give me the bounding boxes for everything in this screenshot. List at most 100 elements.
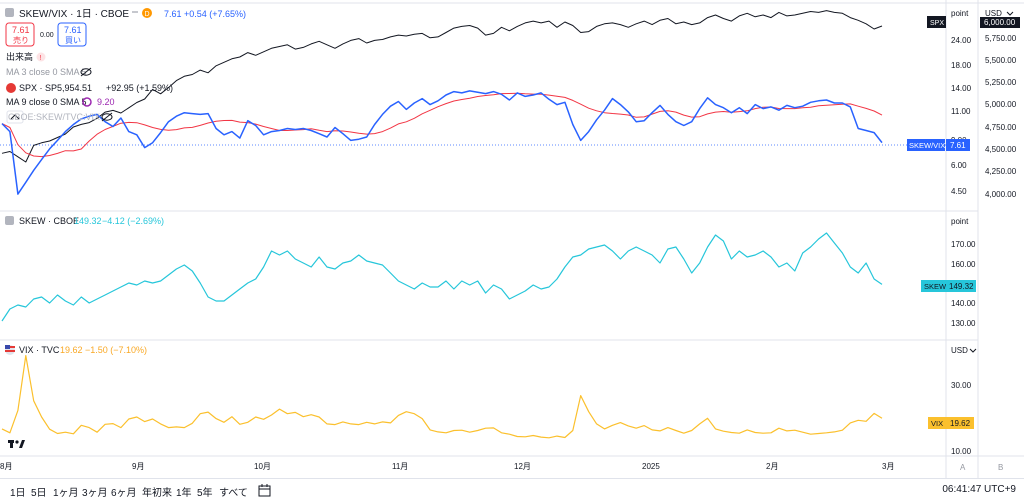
calendar-goto-icon[interactable] [257,483,273,499]
time-label: 9月 [132,462,144,471]
skewvix-tag-label: SKEW/VIX [909,141,945,150]
buy-button[interactable]: 7.61 買い [57,22,87,47]
pane2-scale[interactable]: point 170.00 160.00 140.00 130.00 [951,217,976,328]
currency-selector[interactable]: USD [985,9,1002,18]
skewvix-overlay-label[interactable]: CBOE:SKEW/TVC:VIX [8,112,100,122]
vix-price-tag: VIX 19.62 [928,417,974,429]
skew-line [1,232,883,322]
ma3-indicator-label[interactable]: MA 3 close 0 SMA 5 [6,67,87,77]
eye-hidden-icon-2[interactable] [101,112,113,122]
vix-line [1,355,883,439]
left-tick: 24.00 [951,36,972,45]
market-status-icon[interactable] [142,8,152,18]
range-1d[interactable]: 1日 [10,488,26,499]
spx-tag-label: SPX [930,20,944,27]
vix-value: 19.62 [60,345,83,355]
skew-tick: 130.00 [951,319,976,328]
time-label: 12月 [514,462,531,471]
range-5d[interactable]: 5日 [31,488,47,499]
time-label: 10月 [254,462,271,471]
right-tick: 4,000.00 [985,190,1017,199]
pane1-right-scale[interactable]: USD 5,750.00 5,500.00 5,250.00 5,000.00 … [985,9,1017,199]
collapse-legend-button[interactable] [6,110,24,124]
right-tick: 4,500.00 [985,145,1017,154]
svg-text:!: ! [40,55,42,62]
spread-value: 0.00 [40,32,54,39]
us-flag-icon [5,345,15,355]
sell-button[interactable]: 7.61 売り [5,22,35,47]
time-label: 2月 [766,462,778,471]
left-tick: 18.00 [951,61,972,70]
right-tick: 4,250.00 [985,167,1017,176]
time-label: 11月 [392,462,408,471]
range-all[interactable]: すべて [219,488,248,499]
skew-logo-icon [5,216,14,225]
spx-line [1,10,883,163]
range-ytd[interactable]: 年初来 [142,488,172,499]
bottom-toolbar: 1日 5日 1ヶ月 3ヶ月 6ヶ月 年初来 1年 5年 すべて 06:41:47… [0,478,1024,504]
skew-symbol-label[interactable]: SKEW · CBOE [19,216,79,226]
sell-label: 売り [13,35,29,45]
chevron-down-icon [1006,11,1014,16]
spx-price-tag: SPX 6,000.00 [927,16,1020,28]
vix-tick: 30.00 [951,381,972,390]
skew-price-tag: SKEW 149.32 [921,280,976,292]
warning-icon[interactable] [36,52,46,62]
left-tick: 11.00 [951,107,971,116]
pane1-scale-header: point [951,9,969,18]
range-3m[interactable]: 3ヶ月 [82,488,108,499]
pane3-scale[interactable]: USD 30.00 10.00 [951,346,977,456]
spx-value: 5,954.51 [57,83,92,93]
market-status-label: D [145,11,150,18]
skew-tick: 160.00 [951,260,976,269]
left-tick: 4.50 [951,187,967,196]
main-quote-change: +0.54 (+7.65%) [184,9,246,19]
time-axis[interactable]: 8月 9月 10月 11月 12月 2025 2月 3月 A B [0,462,1003,472]
symbol-logo-icon [5,8,14,17]
spx-symbol-label[interactable]: SPX · SP [19,83,57,93]
right-tick: 5,500.00 [985,56,1017,65]
skew-tick: 140.00 [951,299,976,308]
volume-indicator-label[interactable]: 出来高 [6,51,33,62]
eye-hidden-icon[interactable] [80,67,92,77]
buy-label: 買い [65,36,81,45]
skew-tag-label: SKEW [924,282,947,291]
vix-tag-label: VIX [931,419,943,428]
skew-tag-value: 149.32 [949,282,974,291]
vix-currency-selector[interactable]: USD [951,346,968,355]
range-1y[interactable]: 1年 [176,488,192,499]
spx-current-tick: 6,000.00 [984,18,1016,27]
tradingview-logo[interactable] [8,440,25,448]
time-label: 8月 [0,462,12,471]
range-1m[interactable]: 1ヶ月 [53,488,79,499]
ma9-indicator-label[interactable]: MA 9 close 0 SMA 5 [6,97,87,107]
sell-price: 7.61 [12,25,30,35]
skewvix-price-tag: SKEW/VIX 7.61 [907,139,970,151]
right-tick: 5,000.00 [985,100,1017,109]
loading-icon [82,97,92,107]
range-6m[interactable]: 6ヶ月 [111,488,137,499]
vix-tag-value: 19.62 [950,419,971,428]
vix-symbol-label[interactable]: VIX · TVC [19,345,60,355]
left-tick: 6.00 [951,161,967,170]
skew-tick: 170.00 [951,240,976,249]
chart-canvas: SKEW/VIX · 1日 · CBOE D 7.61 +0.54 (+7.65… [0,0,1024,478]
spx-logo-icon [6,83,16,93]
chevron-down-icon [969,348,977,353]
ma9-value: 9.20 [97,97,115,107]
range-5y[interactable]: 5年 [197,488,213,499]
spx-change: +92.95 (+1.59%) [106,83,173,93]
left-tick: 14.00 [951,84,972,93]
skew-value: 149.32 [74,216,102,226]
buy-price: 7.61 [64,25,82,35]
time-label: 2025 [642,462,660,471]
clock[interactable]: 06:41:47 UTC+9 [942,484,1016,495]
log-scale-toggle[interactable]: B [998,463,1003,472]
vix-tick: 10.00 [951,447,972,456]
ma9-line [1,92,883,158]
right-tick: 4,750.00 [985,123,1017,132]
auto-scale-toggle[interactable]: A [960,463,966,472]
main-symbol-title[interactable]: SKEW/VIX · 1日 · CBOE [19,9,129,20]
skew-change: −4.12 (−2.69%) [102,216,164,226]
